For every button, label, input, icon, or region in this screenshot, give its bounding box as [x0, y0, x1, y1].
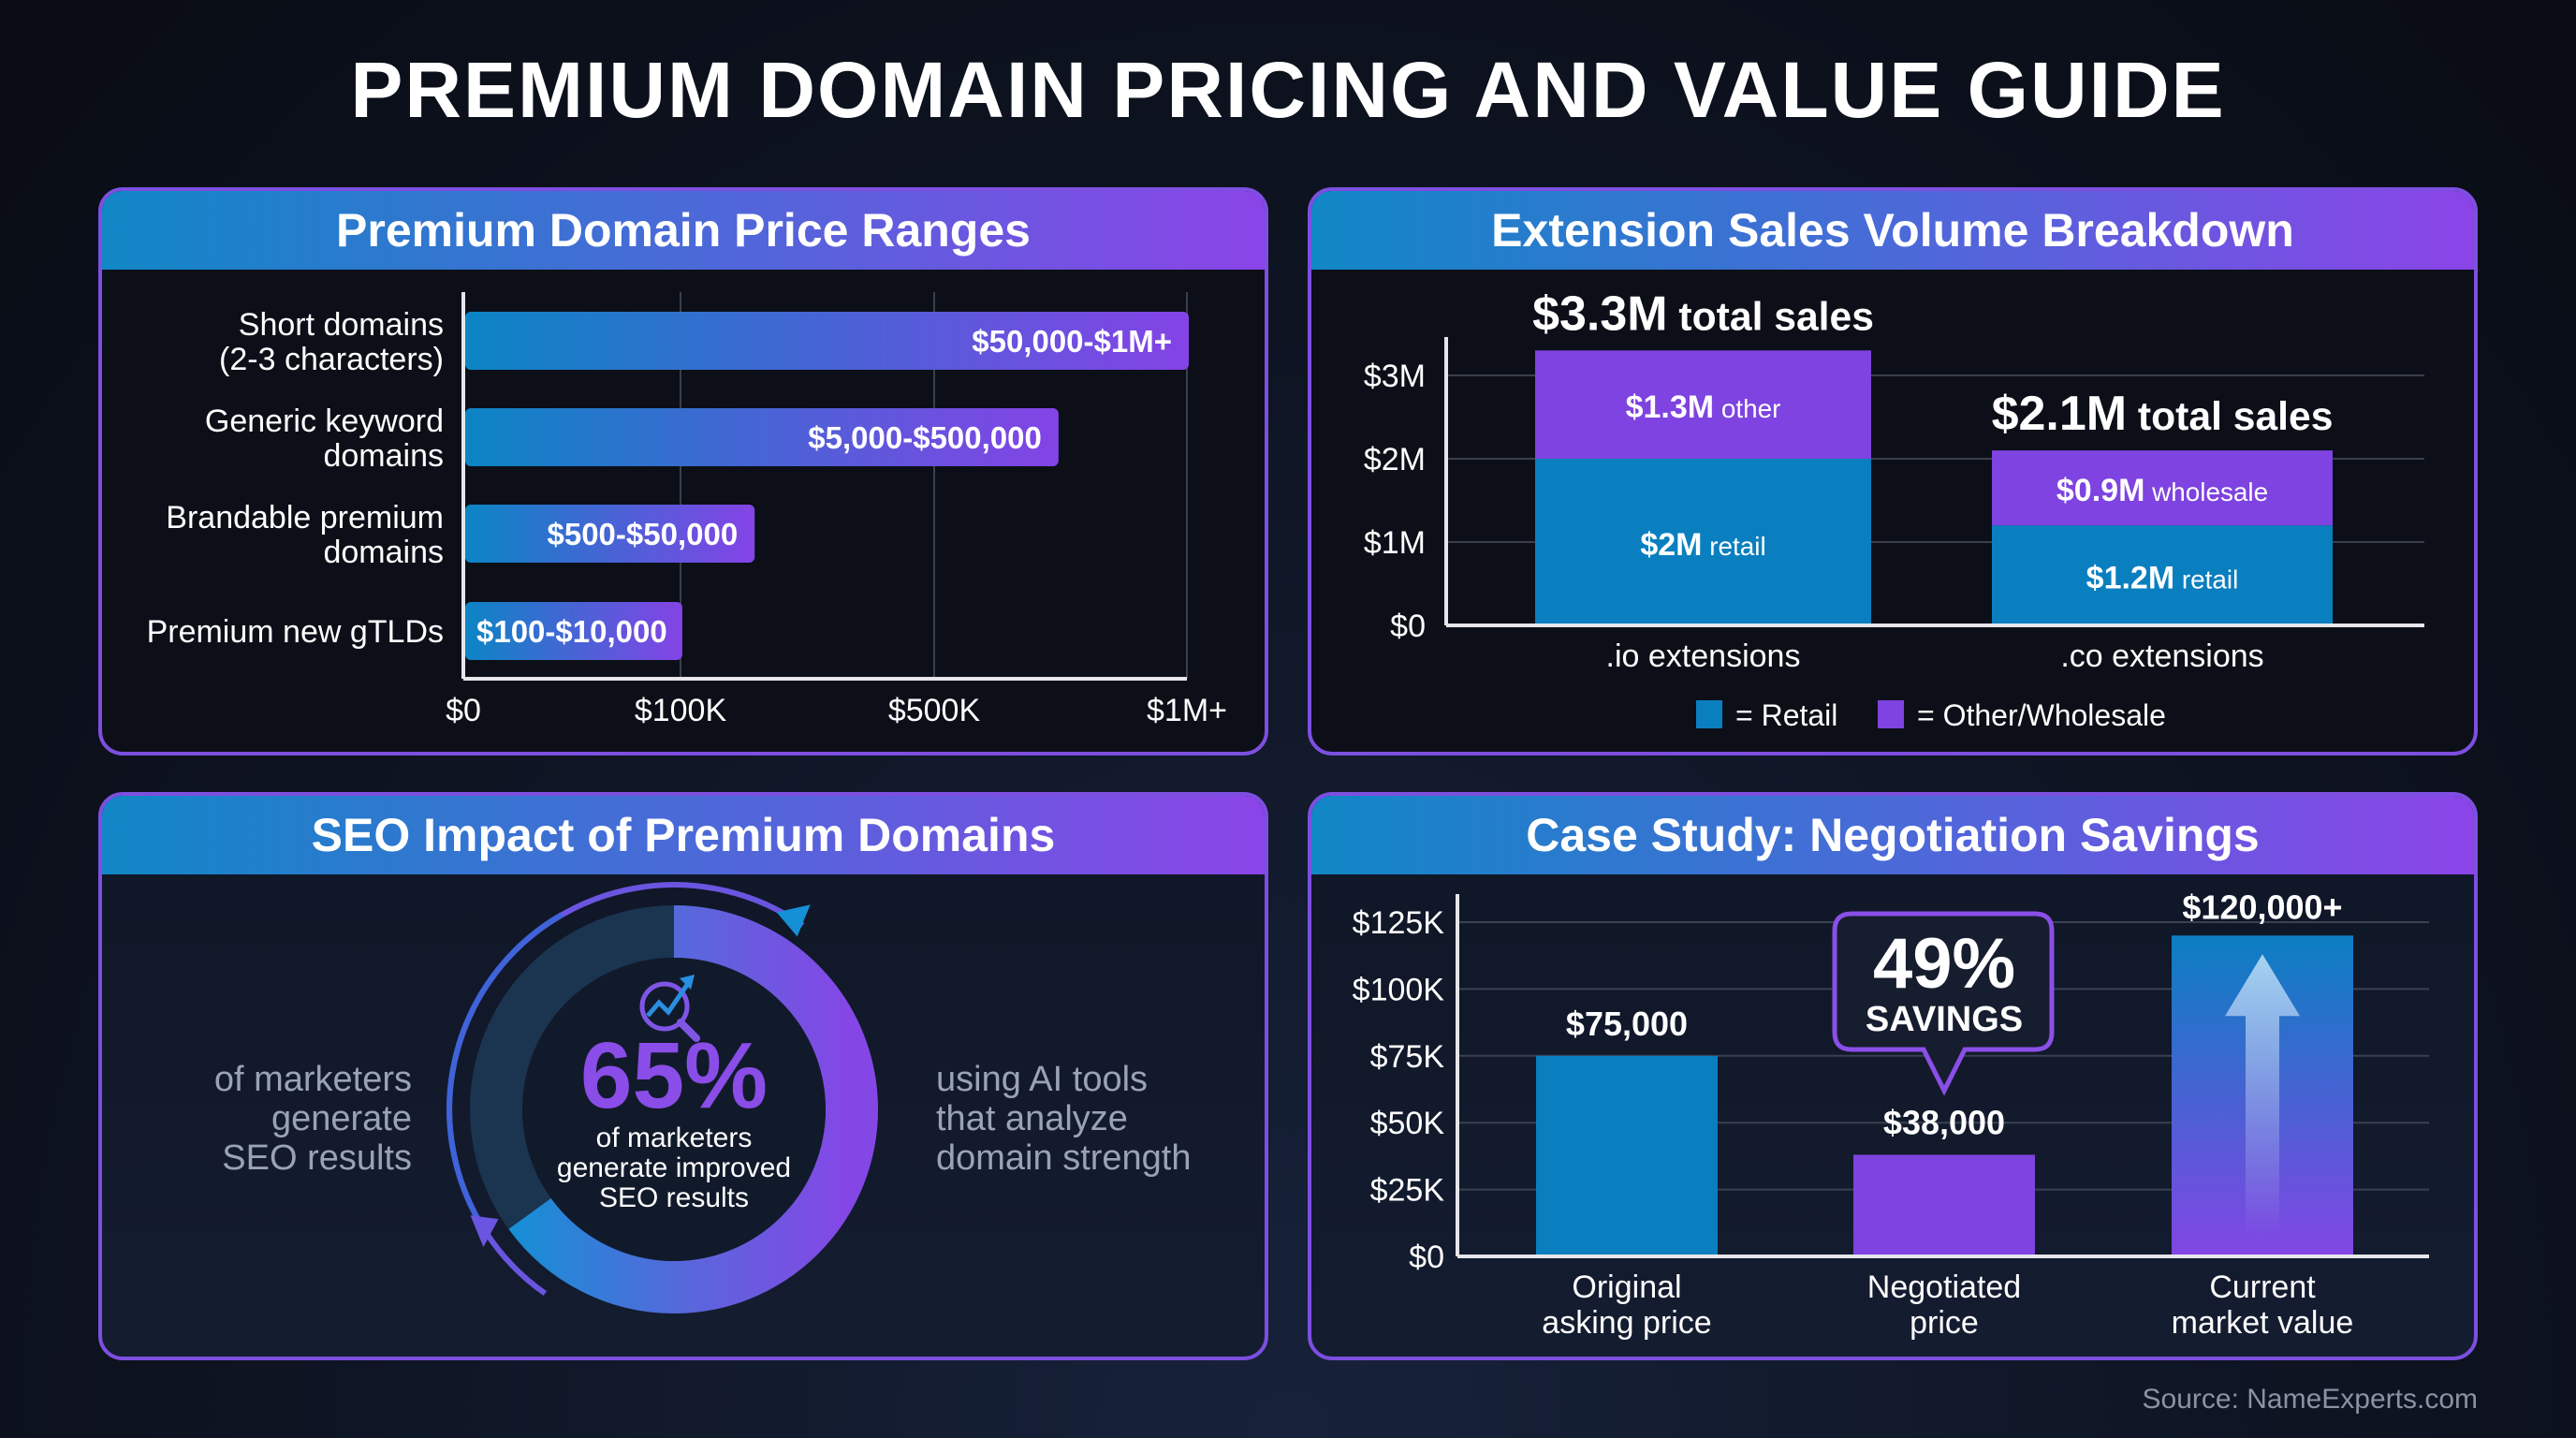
magnifier-lens [639, 981, 690, 1032]
right-text: domain strength [936, 1138, 1192, 1178]
category-label: domains [323, 438, 444, 474]
category-label: Original [1572, 1269, 1681, 1305]
price-ranges-panel: Premium Domain Price Ranges [98, 187, 1268, 756]
retail-bar-segment [1535, 459, 1871, 625]
arrowhead-icon [776, 904, 811, 937]
page-title: PREMIUM DOMAIN PRICING AND VALUE GUIDE [350, 46, 2226, 134]
segment-label: $2M retail [1640, 527, 1765, 563]
trend-arrowhead [680, 975, 695, 990]
category-label: Premium new gTLDs [147, 614, 444, 650]
right-text: that analyze [936, 1099, 1128, 1138]
bar-value-label: $50,000-$1M+ [972, 324, 1172, 359]
donut-center [522, 958, 826, 1261]
panel-title: Extension Sales Volume Breakdown [1311, 191, 2474, 270]
y-tick-label: $125K [1353, 905, 1445, 941]
segment-label: $1.3M other [1626, 389, 1781, 425]
other-bar-segment [1535, 350, 1871, 459]
x-tick-label: $500K [888, 693, 981, 728]
magnifier-handle [677, 1019, 700, 1042]
y-tick-label: $50K [1370, 1106, 1445, 1141]
y-tick-label: $25K [1370, 1173, 1445, 1209]
left-text: generate [271, 1099, 412, 1138]
category-label: Short domains [239, 307, 444, 343]
bar-value-label: $5,000-$500,000 [808, 420, 1042, 455]
x-tick-label: $100K [635, 693, 727, 728]
extension-sales-panel: Extension Sales Volume Breakdown [1308, 187, 2478, 756]
donut-value-arc [470, 905, 878, 1313]
bar [1536, 1055, 1718, 1256]
center-caption: generate improved [557, 1152, 791, 1183]
panel-title: SEO Impact of Premium Domains [102, 796, 1265, 874]
y-tick-label: $1M [1364, 525, 1426, 561]
savings-callout [1832, 911, 2055, 1096]
savings-label: SAVINGS [1866, 1000, 2023, 1039]
trend-line [646, 980, 692, 1018]
bar [465, 505, 755, 563]
bar-value-label: $120,000+ [2182, 888, 2342, 926]
cycle-arrow-arc-left [446, 912, 564, 1224]
category-label: Negotiated [1867, 1269, 2021, 1305]
other-bar-segment [1992, 450, 2333, 526]
bar-value-label: $75,000 [1566, 1005, 1688, 1043]
panel-title: Case Study: Negotiation Savings [1311, 796, 2474, 874]
legend-label: = Other/Wholesale [1917, 698, 2166, 732]
y-tick-label: $2M [1364, 442, 1426, 477]
retail-bar-segment [1992, 525, 2333, 625]
up-arrow-icon [2225, 954, 2300, 1238]
category-label: (2-3 characters) [219, 342, 444, 377]
search-trend-icon [639, 975, 700, 1042]
category-label: price [1910, 1305, 1979, 1341]
center-value: 65% [580, 1023, 768, 1128]
y-tick-label: $0 [1409, 1240, 1444, 1275]
bar-value-label: $100-$10,000 [476, 614, 667, 649]
legend-label: = Retail [1735, 698, 1837, 732]
bar-value-label: $500-$50,000 [547, 517, 738, 551]
x-tick-label: $1M+ [1147, 693, 1227, 728]
savings-value: 49% [1873, 924, 2015, 1004]
category-label: domains [323, 535, 444, 570]
category-label: Generic keyword [205, 404, 444, 439]
y-tick-label: $3M [1364, 359, 1426, 394]
legend-swatch-other [1878, 700, 1904, 728]
total-label: $2.1M total sales [1992, 387, 2334, 441]
y-tick-label: $100K [1353, 972, 1445, 1007]
bar [465, 602, 682, 660]
segment-label: $0.9M wholesale [2056, 473, 2268, 508]
bar-value-label: $38,000 [1883, 1103, 2005, 1141]
source-note: Source: NameExperts.com [2142, 1384, 2478, 1415]
legend-swatch-retail [1696, 700, 1722, 728]
arrowhead-icon [470, 1215, 499, 1248]
category-label: market value [2172, 1305, 2354, 1341]
bar [465, 408, 1059, 466]
y-tick-label: $75K [1370, 1039, 1445, 1075]
category-label: .co extensions [2060, 638, 2263, 674]
category-label: Brandable premium [166, 500, 444, 536]
total-label: $3.3M total sales [1532, 286, 1874, 341]
x-tick-label: $0 [446, 693, 481, 728]
right-text: using AI tools [936, 1060, 1148, 1099]
category-label: Current [2209, 1269, 2316, 1305]
center-caption: SEO results [599, 1182, 749, 1213]
center-caption: of marketers [596, 1123, 753, 1153]
panel-title: Premium Domain Price Ranges [102, 191, 1265, 270]
left-text: SEO results [222, 1138, 412, 1178]
y-tick-label: $0 [1390, 609, 1426, 644]
left-text: of marketers [214, 1060, 412, 1099]
category-label: asking price [1542, 1305, 1711, 1341]
segment-label: $1.2M retail [2086, 561, 2239, 596]
category-label: .io extensions [1606, 638, 1801, 674]
bar [465, 312, 1189, 370]
bar [1853, 1154, 2035, 1256]
